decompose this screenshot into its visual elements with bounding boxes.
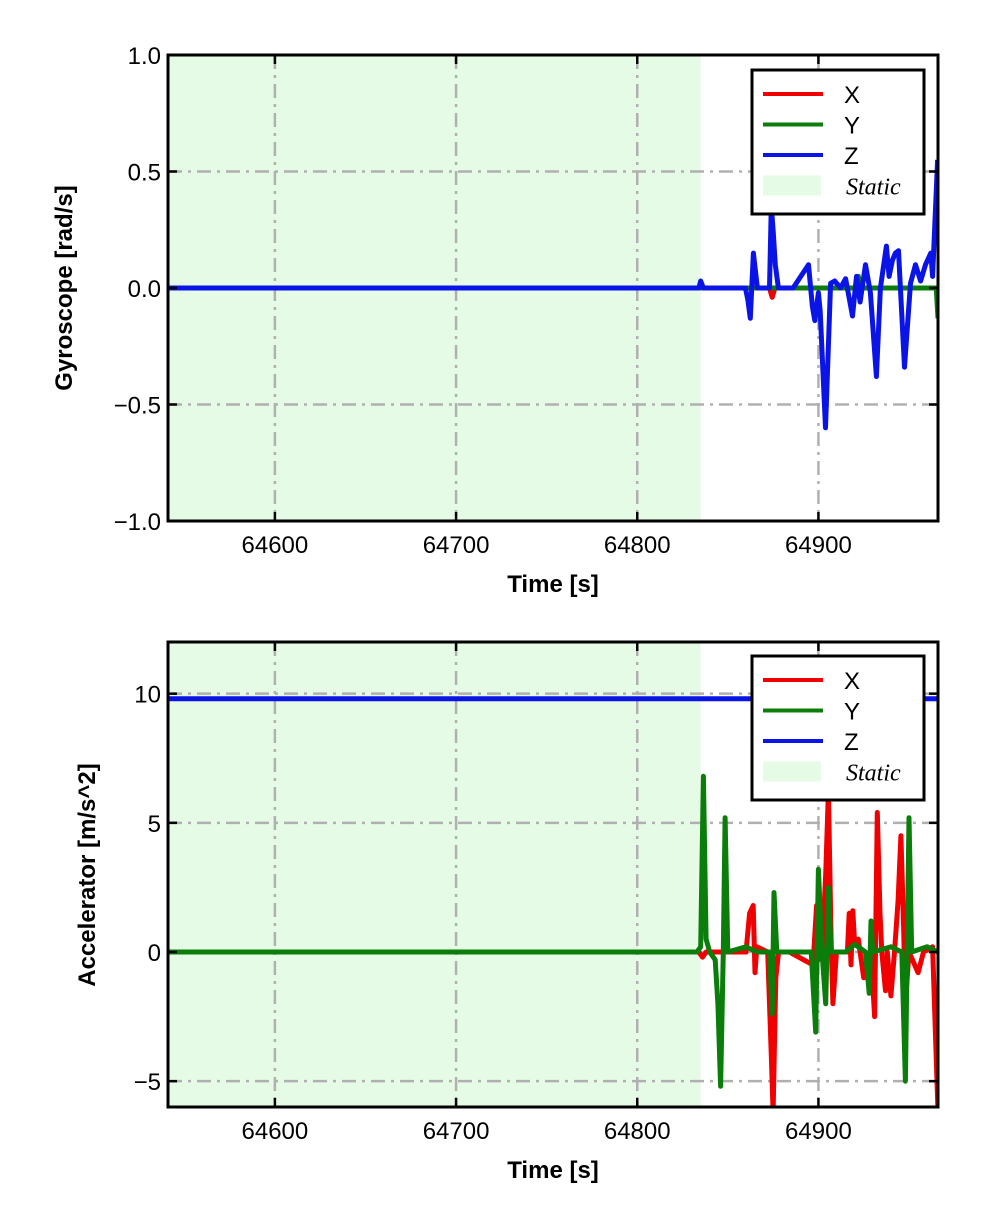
y-tick-label: −0.5	[114, 393, 161, 420]
axes-frame	[166, 640, 940, 1109]
y-tick-label: 0	[148, 940, 161, 967]
x-axis-label: Time [s]	[507, 571, 599, 598]
legend-label: Y	[844, 113, 860, 140]
legend-swatch-static	[763, 175, 821, 196]
y-tick-label: −1.0	[114, 509, 161, 536]
series-x-line	[168, 789, 938, 1107]
y-tick-label: 5	[148, 811, 161, 838]
legend-label: Z	[844, 143, 859, 170]
legend-label: Z	[844, 729, 859, 756]
y-tick-label: 10	[134, 682, 161, 709]
static-region	[168, 642, 701, 1107]
x-tick-label: 64800	[604, 1118, 671, 1145]
x-tick-label: 64700	[423, 1118, 490, 1145]
x-tick-label: 64600	[242, 532, 309, 559]
y-tick-label: 0.5	[128, 160, 161, 187]
x-tick-label: 64800	[604, 532, 671, 559]
x-tick-label: 64900	[785, 532, 852, 559]
accelerometer-chart: 64600 64700 64800 64900 −5 0 5 10 Time [s] Accele…	[74, 640, 940, 1184]
legend-label: Static	[846, 175, 901, 201]
legend: XYZ Static	[750, 654, 926, 802]
y-tick-label: 0.0	[128, 276, 161, 303]
gyroscope-chart: 64600 64700 64800 64900 −1.0 −0.5 0.0 0.5 1.0 Tim…	[51, 43, 940, 598]
legend-label: X	[844, 82, 860, 109]
x-tick-label: 64900	[785, 1118, 852, 1145]
y-axis-label: Gyroscope [rad/s]	[51, 185, 78, 390]
legend-label: Static	[846, 761, 901, 787]
legend-label: X	[844, 668, 860, 695]
y-tick-label: 1.0	[128, 43, 161, 70]
x-tick-label: 64700	[423, 532, 490, 559]
legend-label: Y	[844, 699, 860, 726]
y-axis-label: Accelerator [m/s^2]	[74, 763, 101, 986]
series-y-line	[168, 773, 938, 1089]
series-z-line	[168, 159, 938, 431]
x-axis-label: Time [s]	[507, 1157, 599, 1184]
legend: XYZ Static	[750, 68, 926, 216]
y-tick-label: −5	[134, 1069, 161, 1096]
x-tick-label: 64600	[242, 1118, 309, 1145]
legend-swatch-static	[763, 761, 821, 782]
